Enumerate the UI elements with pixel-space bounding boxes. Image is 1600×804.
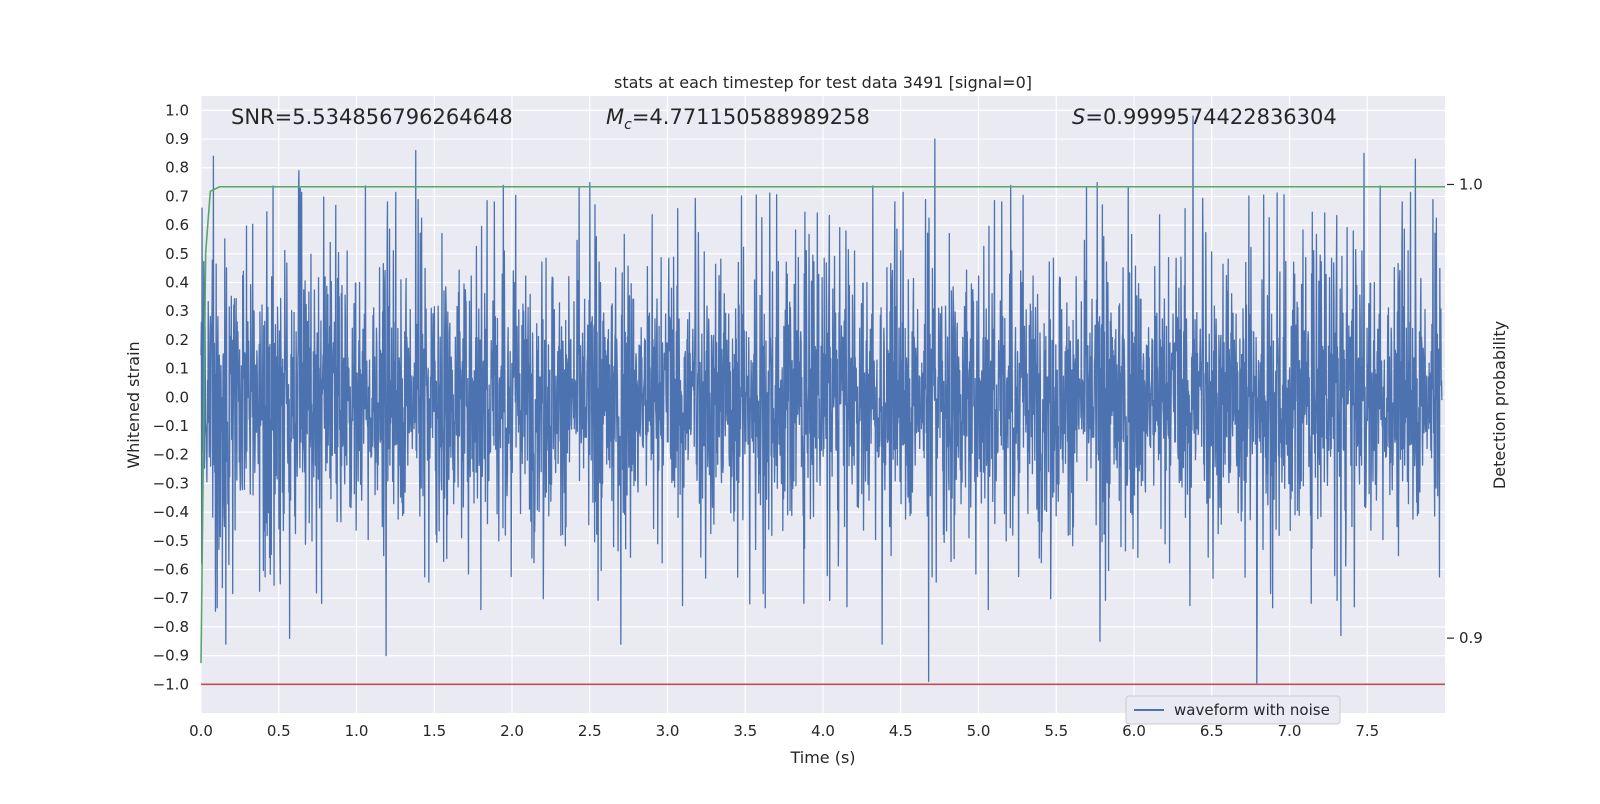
y-tick-label: 0.0 bbox=[165, 388, 189, 406]
y-tick-label: 0.6 bbox=[165, 216, 189, 234]
x-tick-label: 3.5 bbox=[733, 722, 757, 740]
x-tick-label: 3.0 bbox=[656, 722, 680, 740]
mc-annotation: Mc=4.771150588989258 bbox=[606, 105, 870, 133]
y-tick-label: 0.4 bbox=[165, 274, 189, 292]
y-tick-label: 0.9 bbox=[165, 130, 189, 148]
y-tick-label: 0.5 bbox=[165, 245, 189, 263]
y-tick-label: 0.7 bbox=[165, 187, 189, 205]
y-tick-label: −0.9 bbox=[153, 647, 189, 665]
x-tick-label: 0.5 bbox=[267, 722, 291, 740]
waveform-line bbox=[200, 115, 1443, 685]
legend-label: waveform with noise bbox=[1174, 701, 1330, 719]
x-axis-label: Time (s) bbox=[789, 748, 855, 767]
y-tick-label: −0.2 bbox=[153, 446, 189, 464]
x-tick-label: 7.0 bbox=[1278, 722, 1302, 740]
s-symbol: S bbox=[1072, 105, 1085, 129]
y2-tick-label: 1.0 bbox=[1459, 175, 1483, 193]
y-tick-label: −0.7 bbox=[153, 589, 189, 607]
x-tick-label: 4.5 bbox=[889, 722, 913, 740]
x-tick-label: 0.0 bbox=[189, 722, 213, 740]
s-annotation: S=0.9999574422836304 bbox=[1072, 105, 1337, 129]
snr-annotation: SNR=5.534856796264648 bbox=[231, 105, 513, 129]
x-tick-label: 6.0 bbox=[1122, 722, 1146, 740]
y-tick-label: −1.0 bbox=[153, 675, 189, 693]
y2-axis-label: Detection probability bbox=[1490, 321, 1509, 489]
x-tick-label: 4.0 bbox=[811, 722, 835, 740]
y-tick-label: −0.5 bbox=[153, 532, 189, 550]
x-tick-label: 7.5 bbox=[1355, 722, 1379, 740]
x-tick-label: 1.0 bbox=[345, 722, 369, 740]
mc-value: =4.771150588989258 bbox=[632, 105, 870, 129]
y2-tick-label: 0.9 bbox=[1459, 629, 1483, 647]
probability-line bbox=[200, 185, 1445, 664]
x-tick-label: 5.5 bbox=[1044, 722, 1068, 740]
x-tick-label: 2.5 bbox=[578, 722, 602, 740]
y-tick-label: −0.6 bbox=[153, 561, 189, 579]
mc-subscript: c bbox=[624, 117, 632, 133]
x-tick-label: 6.5 bbox=[1200, 722, 1224, 740]
x-tick-label: 2.0 bbox=[500, 722, 524, 740]
mc-symbol: M bbox=[606, 105, 624, 129]
x-tick-label: 5.0 bbox=[967, 722, 991, 740]
y-tick-label: −0.1 bbox=[153, 417, 189, 435]
y-tick-label: 1.0 bbox=[165, 101, 189, 119]
tick-layer: 0.0 0.5 1.0 1.5 2.0 2.5 3.0 3.5 4.0 4.5 5.0 5.5 6.0 6… bbox=[153, 101, 1483, 740]
y-tick-label: 0.2 bbox=[165, 331, 189, 349]
legend: waveform with noise bbox=[1125, 695, 1341, 725]
y-tick-label: −0.4 bbox=[153, 503, 189, 521]
chart-title: stats at each timestep for test data 349… bbox=[614, 73, 1032, 92]
y-axis-label: Whitened strain bbox=[124, 341, 143, 468]
y-tick-label: −0.8 bbox=[153, 618, 189, 636]
noise-layer bbox=[200, 115, 1443, 685]
s-value: =0.9999574422836304 bbox=[1085, 105, 1336, 129]
y-tick-label: 0.1 bbox=[165, 360, 189, 378]
x-tick-label: 1.5 bbox=[422, 722, 446, 740]
line-layer bbox=[200, 185, 1445, 686]
y-tick-label: −0.3 bbox=[153, 474, 189, 492]
y-tick-label: 0.3 bbox=[165, 302, 189, 320]
legend-box bbox=[1125, 695, 1341, 725]
y-tick-label: 0.8 bbox=[165, 159, 189, 177]
